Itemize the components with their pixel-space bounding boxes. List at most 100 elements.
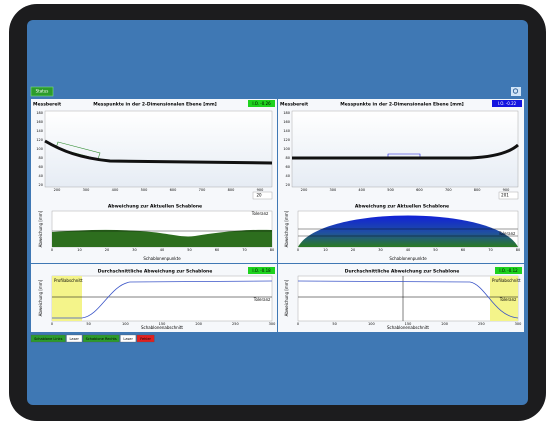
status-button[interactable] bbox=[30, 86, 54, 97]
legend-label: Fehler bbox=[140, 337, 151, 341]
x-tick-label: 70 bbox=[488, 248, 492, 252]
section-highlight bbox=[52, 276, 82, 321]
x-tick-label: 10 bbox=[77, 248, 81, 252]
x-tick-label: 400 bbox=[358, 188, 365, 192]
average-curve bbox=[297, 280, 519, 319]
y-tick-label: 180 bbox=[283, 111, 290, 115]
section-label: Profilabschnitt bbox=[492, 278, 521, 283]
badge bbox=[248, 100, 275, 107]
status-button-label: Status bbox=[36, 89, 49, 94]
x-tick-label: 50 bbox=[86, 322, 90, 326]
search-icon bbox=[512, 88, 519, 94]
x-tick-label: 70 bbox=[242, 248, 246, 252]
panel-title: Messpunkte in der 2-Dimensionalen Ebene … bbox=[340, 102, 463, 108]
y-axis-label: Abweichung [mm] bbox=[284, 210, 289, 247]
x-axis-label: Schablonenabschnitt bbox=[387, 325, 429, 330]
plot-area bbox=[44, 110, 273, 188]
plot-area bbox=[51, 275, 273, 322]
stepper[interactable] bbox=[252, 191, 273, 200]
x-tick-label: 10 bbox=[323, 248, 327, 252]
y-axis-label: Abweichung [mm] bbox=[38, 279, 43, 316]
legend-label: Schablone Rechts bbox=[86, 337, 117, 341]
x-tick-label: 200 bbox=[195, 322, 202, 326]
tolerance-label: Toleranz bbox=[498, 231, 516, 236]
y-tick-label: 180 bbox=[36, 111, 43, 115]
x-tick-label: 600 bbox=[170, 188, 177, 192]
legend-swatch bbox=[120, 334, 137, 343]
average-curve bbox=[52, 280, 273, 319]
y-tick-label: 60 bbox=[39, 165, 43, 169]
x-tick-label: 150 bbox=[159, 322, 166, 326]
x-tick-label: 500 bbox=[141, 188, 148, 192]
x-tick-label: 50 bbox=[332, 322, 336, 326]
plot-area bbox=[297, 275, 519, 322]
y-tick-label: 40 bbox=[286, 174, 290, 178]
status-text: Messbereit bbox=[280, 102, 309, 108]
y-tick-label: 20 bbox=[39, 183, 43, 187]
status-text: Messbereit bbox=[33, 102, 62, 108]
y-tick-label: 100 bbox=[36, 147, 43, 151]
x-tick-label: 0 bbox=[297, 248, 299, 252]
x-tick-label: 200 bbox=[441, 322, 448, 326]
badge-text: I.O. -0.22 bbox=[498, 101, 517, 106]
x-tick-label: 60 bbox=[461, 248, 465, 252]
profile-curve bbox=[292, 143, 519, 160]
y-tick-label: 120 bbox=[283, 138, 290, 142]
x-tick-label: 600 bbox=[416, 188, 423, 192]
x-axis-label: Schablonenpunkte bbox=[143, 256, 181, 261]
x-tick-label: 250 bbox=[232, 322, 239, 326]
x-tick-label: 800 bbox=[228, 188, 235, 192]
y-tick-label: 40 bbox=[39, 174, 43, 178]
search-button[interactable] bbox=[511, 87, 521, 96]
legend-swatch bbox=[136, 334, 155, 343]
x-axis-label: Schablonenabschnitt bbox=[141, 325, 183, 330]
deviation-area bbox=[52, 229, 272, 247]
y-tick-label: 60 bbox=[286, 165, 290, 169]
badge-text: I.O. -0.18 bbox=[252, 268, 271, 273]
x-tick-label: 300 bbox=[269, 322, 276, 326]
x-tick-label: 400 bbox=[112, 188, 119, 192]
chart-title: Abweichung zur Aktuellen Schablone bbox=[355, 204, 449, 210]
x-tick-label: 40 bbox=[406, 248, 410, 252]
template-outline bbox=[387, 153, 421, 158]
x-tick-label: 100 bbox=[368, 322, 375, 326]
chart-title: Abweichung zur Aktuellen Schablone bbox=[108, 204, 202, 210]
tolerance-label: Toleranz bbox=[499, 297, 517, 302]
x-tick-label: 80 bbox=[270, 248, 274, 252]
legend-swatch bbox=[66, 334, 83, 343]
x-tick-label: 500 bbox=[387, 188, 394, 192]
legend: Schablone Links Laser Schablone Rechts Lase… bbox=[30, 334, 155, 343]
panel: Messbereit Messpunkte in der 2-Dimension… bbox=[31, 99, 277, 203]
x-tick-label: 20 bbox=[351, 248, 355, 252]
x-tick-label: 200 bbox=[301, 188, 308, 192]
legend-swatch bbox=[82, 334, 120, 343]
legend-label: Laser bbox=[123, 337, 133, 341]
legend-label: Laser bbox=[69, 337, 79, 341]
stepper[interactable] bbox=[498, 191, 519, 200]
y-tick-label: 120 bbox=[36, 138, 43, 142]
x-tick-label: 0 bbox=[51, 322, 53, 326]
chart-title: Durchschnittliche Abweichung zur Schablo… bbox=[98, 269, 213, 275]
y-tick-label: 140 bbox=[283, 129, 290, 133]
x-tick-label: 0 bbox=[297, 322, 299, 326]
section-label: Profilabschnitt bbox=[54, 278, 83, 283]
x-tick-label: 700 bbox=[199, 188, 206, 192]
x-tick-label: 0 bbox=[51, 248, 53, 252]
x-tick-label: 900 bbox=[503, 188, 510, 192]
legend-label: Schablone Links bbox=[34, 337, 62, 341]
section-highlight bbox=[490, 276, 518, 321]
chart-title: Durchschnittliche Abweichung zur Schablo… bbox=[345, 269, 460, 275]
x-tick-label: 60 bbox=[215, 248, 219, 252]
panel-title: Messpunkte in der 2-Dimensionalen Ebene … bbox=[93, 102, 216, 108]
profile-curve bbox=[44, 139, 273, 165]
deviation-right: Abweichung zur Aktuellen Schablone Toler… bbox=[278, 203, 524, 263]
stepper-value: 201 bbox=[501, 193, 509, 198]
y-tick-label: 80 bbox=[286, 156, 290, 160]
x-tick-label: 900 bbox=[257, 188, 264, 192]
x-tick-label: 800 bbox=[474, 188, 481, 192]
x-tick-label: 200 bbox=[54, 188, 61, 192]
x-tick-label: 300 bbox=[83, 188, 90, 192]
y-tick-label: 160 bbox=[36, 120, 43, 124]
deviation-area bbox=[298, 215, 518, 247]
y-axis-label: Abweichung [mm] bbox=[38, 210, 43, 247]
